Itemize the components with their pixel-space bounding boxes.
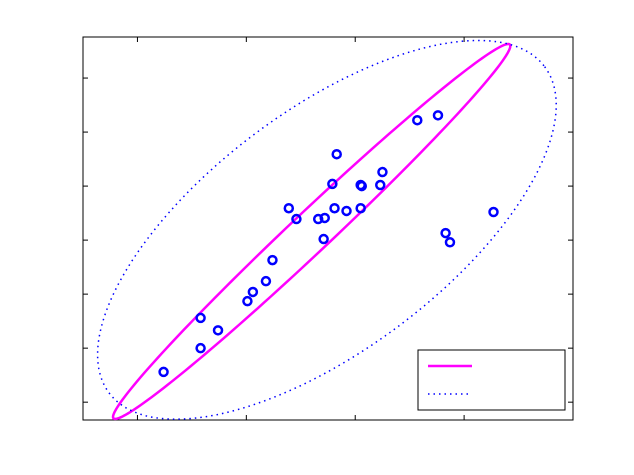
point bbox=[267, 254, 278, 266]
point bbox=[312, 213, 324, 225]
point bbox=[195, 342, 206, 354]
point bbox=[444, 237, 456, 248]
ellipse bbox=[111, 42, 512, 421]
point bbox=[260, 275, 272, 287]
point bbox=[375, 179, 386, 191]
point bbox=[319, 212, 330, 224]
ellipse bbox=[96, 39, 557, 420]
point bbox=[331, 148, 342, 160]
point bbox=[247, 286, 259, 298]
point bbox=[412, 114, 423, 126]
point bbox=[327, 178, 338, 190]
point bbox=[488, 206, 499, 218]
point bbox=[291, 213, 302, 225]
point bbox=[432, 110, 444, 121]
point bbox=[329, 202, 340, 214]
point bbox=[318, 233, 329, 245]
point bbox=[356, 180, 368, 192]
axes-box bbox=[82, 36, 574, 421]
point bbox=[283, 202, 295, 214]
point bbox=[355, 202, 366, 214]
plot-area bbox=[82, 36, 574, 421]
point bbox=[212, 325, 224, 336]
legend bbox=[417, 349, 566, 411]
point bbox=[341, 205, 352, 217]
point bbox=[158, 366, 169, 378]
point bbox=[242, 295, 253, 307]
point bbox=[377, 166, 388, 178]
point bbox=[195, 312, 206, 324]
legend-box bbox=[417, 349, 566, 411]
point bbox=[440, 227, 451, 239]
